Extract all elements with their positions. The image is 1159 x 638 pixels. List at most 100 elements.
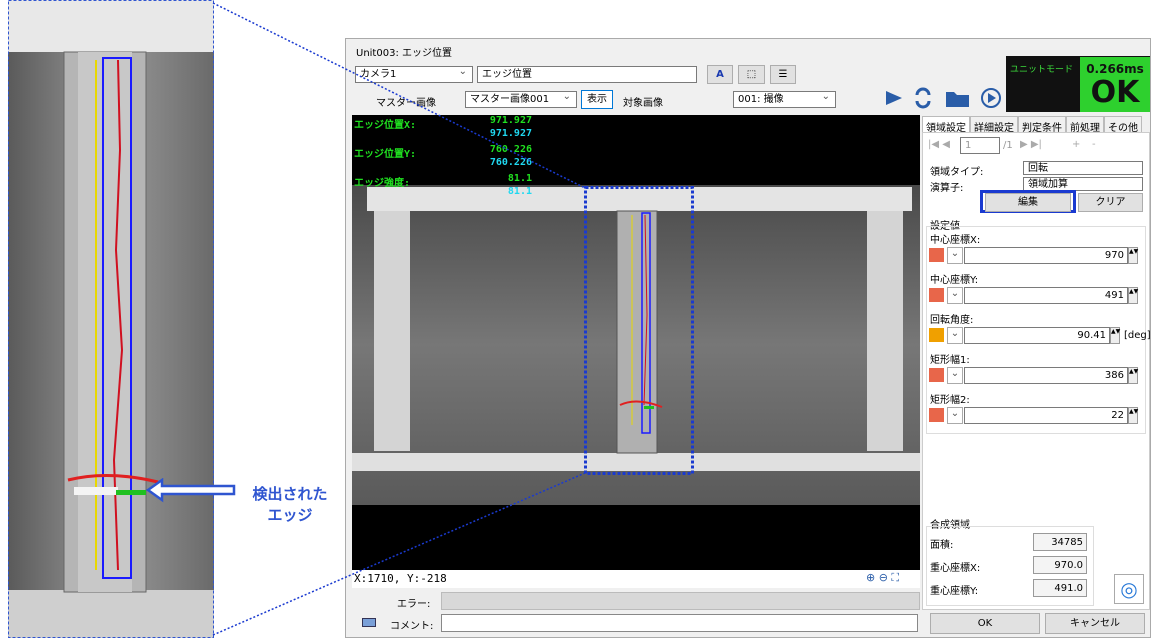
- value-field[interactable]: 22: [964, 407, 1128, 424]
- time-label: 0.266ms: [1086, 62, 1144, 76]
- value-field[interactable]: 386: [964, 367, 1128, 384]
- type-dropdown[interactable]: ⌄: [947, 327, 963, 344]
- clear-button[interactable]: クリア: [1078, 193, 1143, 212]
- target-label: 対象画像: [623, 98, 663, 109]
- run-icon[interactable]: [886, 91, 902, 105]
- nav-add[interactable]: +: [1072, 139, 1081, 150]
- type-icon[interactable]: [929, 288, 944, 302]
- overlay-value: 81.1: [507, 173, 532, 184]
- region-button[interactable]: ⬚: [738, 65, 765, 84]
- result-label: OK: [1090, 75, 1140, 110]
- help-icon[interactable]: ◎: [1114, 574, 1144, 604]
- type-dropdown[interactable]: ⌄: [947, 287, 963, 304]
- field-label: 回転角度:: [930, 315, 974, 326]
- mode-label: ユニットモード: [1010, 65, 1074, 75]
- field-label: 中心座標Y:: [930, 275, 979, 286]
- composite-title: 合成領域: [930, 520, 970, 531]
- callout-line: 検出された: [252, 485, 328, 503]
- field-label: 矩形幅2:: [930, 395, 970, 406]
- type-dropdown[interactable]: ⌄: [947, 367, 963, 384]
- overlay-label: エッジ強度:: [354, 178, 411, 189]
- callout-text: 検出された エッジ: [234, 483, 346, 525]
- comment-label: コメント:: [390, 621, 434, 632]
- unit-name-field[interactable]: エッジ位置: [477, 66, 697, 83]
- type-label: 領域タイプ:: [930, 167, 984, 178]
- type-icon[interactable]: [929, 328, 944, 342]
- error-field: [441, 592, 920, 610]
- overlay-label: エッジ位置X:: [354, 120, 417, 131]
- edit-button[interactable]: 編集: [985, 193, 1071, 212]
- overlay-value: 971.927: [489, 128, 532, 139]
- align-button[interactable]: ☰: [770, 65, 796, 84]
- composite-label: 重心座標X:: [930, 563, 981, 574]
- result-panel: [1080, 57, 1150, 112]
- text-button[interactable]: A: [707, 65, 733, 84]
- tab[interactable]: 詳細設定: [970, 116, 1018, 134]
- overlay-value: 971.927: [489, 115, 532, 126]
- play-icon[interactable]: [988, 93, 996, 103]
- op-field: 領域加算: [1023, 177, 1143, 191]
- spinner[interactable]: ▲▼: [1128, 287, 1138, 304]
- camera-image: [352, 115, 920, 570]
- tab[interactable]: 前処理: [1066, 116, 1104, 134]
- page-total: /1: [1003, 140, 1013, 151]
- spinner[interactable]: ▲▼: [1128, 407, 1138, 424]
- field-label: 中心座標X:: [930, 235, 981, 246]
- error-label: エラー:: [397, 599, 431, 610]
- tab[interactable]: 判定条件: [1018, 116, 1066, 134]
- type-icon[interactable]: [929, 248, 944, 262]
- overlay-value: 760.226: [489, 157, 532, 168]
- overlay-value: 760.226: [489, 144, 532, 155]
- op-label: 演算子:: [930, 183, 964, 194]
- value-field[interactable]: 491: [964, 287, 1128, 304]
- ok-button[interactable]: OK: [930, 613, 1040, 634]
- spinner[interactable]: ▲▼: [1128, 367, 1138, 384]
- spinner[interactable]: ▲▼: [1128, 247, 1138, 264]
- page-field[interactable]: 1: [960, 137, 1000, 154]
- tab[interactable]: その他: [1104, 116, 1142, 134]
- field-label: 矩形幅1:: [930, 355, 970, 366]
- spinner[interactable]: ▲▼: [1110, 327, 1120, 344]
- composite-value: 34785: [1033, 533, 1087, 551]
- zoom-image: [8, 0, 214, 638]
- composite-value: 491.0: [1033, 579, 1087, 597]
- overlay-label: エッジ位置Y:: [354, 149, 417, 160]
- type-dropdown[interactable]: ⌄: [947, 247, 963, 264]
- composite-label: 面積:: [930, 540, 954, 551]
- show-button[interactable]: 表示: [581, 90, 613, 109]
- loop-icon[interactable]: [915, 87, 931, 109]
- composite-group: [926, 526, 1094, 606]
- settings-group: [926, 226, 1146, 434]
- tab[interactable]: 領域設定: [922, 116, 970, 134]
- zoom-icons[interactable]: ⊕ ⊖ ⛶: [866, 571, 900, 584]
- comment-field[interactable]: [441, 614, 918, 632]
- type-dropdown[interactable]: ⌄: [947, 407, 963, 424]
- unit-label: [deg]: [1124, 330, 1151, 341]
- target-select[interactable]: 001: 撮像: [733, 91, 836, 108]
- tab-bar: 領域設定 詳細設定 判定条件 前処理 その他: [922, 116, 1142, 134]
- type-icon[interactable]: [929, 408, 944, 422]
- composite-label: 重心座標Y:: [930, 586, 979, 597]
- composite-value: 970.0: [1033, 556, 1087, 574]
- comment-icon[interactable]: [362, 618, 376, 627]
- camera-select[interactable]: カメラ1: [355, 66, 473, 83]
- value-field[interactable]: 970: [964, 247, 1128, 264]
- run-icons: [886, 87, 1001, 109]
- type-icon[interactable]: [929, 368, 944, 382]
- folder-icon[interactable]: [946, 92, 969, 107]
- nav-remove[interactable]: -: [1092, 139, 1096, 150]
- nav-next[interactable]: ▶ ▶|: [1020, 139, 1042, 150]
- overlay-value: 81.1: [507, 186, 532, 197]
- master-label: マスター画像: [376, 98, 436, 109]
- cancel-button[interactable]: キャンセル: [1045, 613, 1145, 634]
- nav-first[interactable]: |◀ ◀: [928, 139, 950, 150]
- callout-line: エッジ: [267, 506, 313, 524]
- coords: X:1710, Y:-218: [354, 572, 447, 585]
- window-title: Unit003: エッジ位置: [356, 48, 452, 59]
- type-field: 回転: [1023, 161, 1143, 175]
- value-field[interactable]: 90.41: [964, 327, 1110, 344]
- master-select[interactable]: マスター画像001: [465, 91, 577, 108]
- callout-arrow: [146, 478, 236, 503]
